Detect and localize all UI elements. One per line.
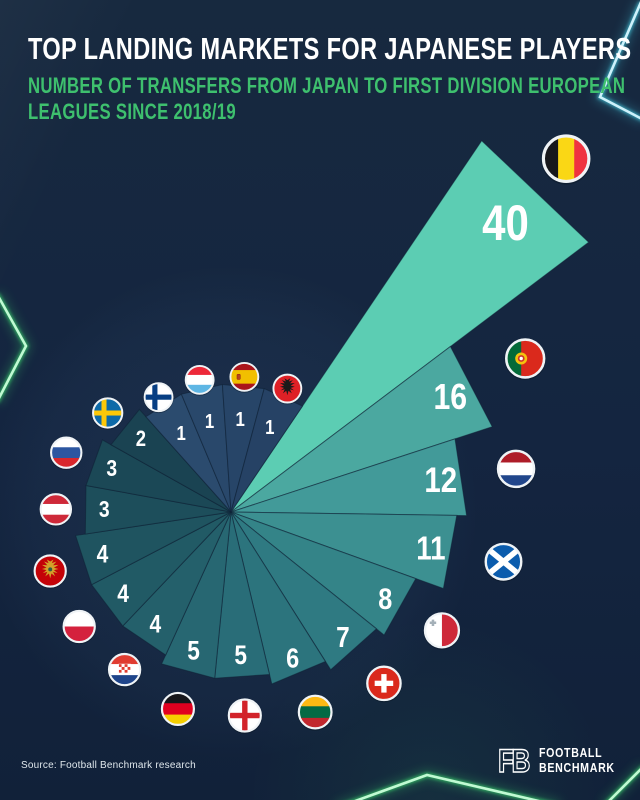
value-label-poland: 4 [117, 579, 129, 607]
germany-flag-icon: Germany [160, 691, 196, 728]
brand-monogram-icon: FB [497, 744, 532, 778]
value-label-portugal: 16 [433, 378, 467, 418]
value-label-finland: 1 [177, 422, 186, 445]
value-label-sweden: 2 [136, 428, 146, 452]
value-label-albania: 1 [265, 416, 274, 439]
svg-text:16: 16 [433, 378, 467, 418]
page-subtitle: NUMBER OF TRANSFERS FROM JAPAN TO FIRST … [28, 73, 631, 126]
svg-text:4: 4 [97, 540, 109, 568]
albania-flag-icon: Albania [272, 373, 303, 405]
malta-flag-icon: Malta [423, 612, 461, 650]
header: TOP LANDING MARKETS FOR JAPANESE PLAYERS… [28, 31, 632, 126]
value-label-england: 5 [234, 640, 247, 670]
page-title: TOP LANDING MARKETS FOR JAPANESE PLAYERS [28, 31, 632, 66]
croatia-flag-icon: Croatia [107, 652, 142, 688]
neon-chevron-top-right [592, 0, 640, 125]
brand-line1: FOOTBALL [539, 746, 603, 760]
value-label-austria: 3 [99, 498, 110, 523]
svg-text:1: 1 [235, 408, 244, 431]
neon-line-bottom-right [602, 762, 640, 800]
spain-flag-icon: Spain [229, 361, 260, 393]
poland-flag-icon: Poland [62, 609, 97, 645]
source-note: Source: Football Benchmark research [21, 760, 196, 771]
flag-icons: Belgium Portugal Netherlands Scotland Malta S… [33, 134, 591, 734]
austria-flag-icon: Austria [39, 493, 73, 527]
svg-text:4: 4 [117, 579, 129, 607]
page-subtitle-line1: NUMBER OF TRANSFERS FROM JAPAN TO FIRST … [28, 72, 626, 98]
svg-text:4: 4 [150, 610, 162, 638]
svg-text:5: 5 [234, 640, 247, 670]
svg-text:6: 6 [286, 644, 299, 674]
value-label-croatia: 4 [150, 610, 162, 638]
svg-text:3: 3 [106, 457, 117, 482]
svg-text:12: 12 [424, 461, 457, 500]
lithuania-flag-icon: Lithuania [297, 694, 333, 731]
value-label-belgium: 40 [482, 195, 529, 251]
svg-text:1: 1 [265, 416, 274, 439]
neon-peak-bottom [341, 769, 559, 800]
value-label-netherlands: 12 [424, 461, 457, 500]
svg-text:3: 3 [99, 498, 110, 523]
switzerland-flag-icon: Switzerland [365, 665, 403, 703]
value-label-malta: 8 [378, 582, 392, 616]
neon-chevron-left [0, 291, 33, 405]
wedges: Belgium: 40Portugal: 16Netherlands: 12Sc… [74, 139, 590, 685]
value-label-montenegro: 4 [97, 540, 109, 568]
england-flag-icon: England [227, 698, 263, 734]
value-label-lithuania: 6 [286, 644, 299, 674]
netherlands-flag-icon: Netherlands [496, 449, 536, 490]
finland-flag-icon: Finland [143, 382, 174, 414]
scotland-flag-icon: Scotland [484, 542, 523, 583]
value-label-spain: 1 [235, 408, 244, 431]
svg-text:1: 1 [177, 422, 186, 445]
value-label-germany: 5 [187, 636, 200, 666]
brand-line2: BENCHMARK [539, 760, 615, 775]
page-subtitle-line2: LEAGUES SINCE 2018/19 [28, 98, 237, 124]
brand-logo: FB FOOTBALL BENCHMARK [497, 743, 628, 778]
svg-text:7: 7 [336, 621, 350, 653]
sweden-flag-icon: Sweden [91, 397, 124, 430]
value-label-scotland: 11 [416, 530, 445, 567]
svg-text:8: 8 [378, 582, 392, 616]
svg-text:1: 1 [205, 410, 214, 433]
belgium-flag-icon: Belgium [541, 134, 591, 185]
svg-text:5: 5 [187, 636, 200, 666]
value-label-switzerland: 7 [336, 621, 350, 653]
russia-flag-icon: Russia [49, 436, 83, 470]
svg-text:40: 40 [482, 195, 529, 251]
luxembourg-flag-icon: Luxembourg [184, 364, 215, 396]
portugal-flag-icon: Portugal [504, 338, 546, 381]
montenegro-flag-icon: Montenegro [33, 554, 68, 589]
value-label-russia: 3 [106, 457, 117, 482]
svg-text:11: 11 [416, 530, 445, 567]
brand-monogram: FB [498, 745, 529, 778]
svg-text:2: 2 [136, 428, 146, 452]
value-label-luxembourg: 1 [205, 410, 214, 433]
brand-text: FOOTBALL BENCHMARK [539, 746, 615, 776]
